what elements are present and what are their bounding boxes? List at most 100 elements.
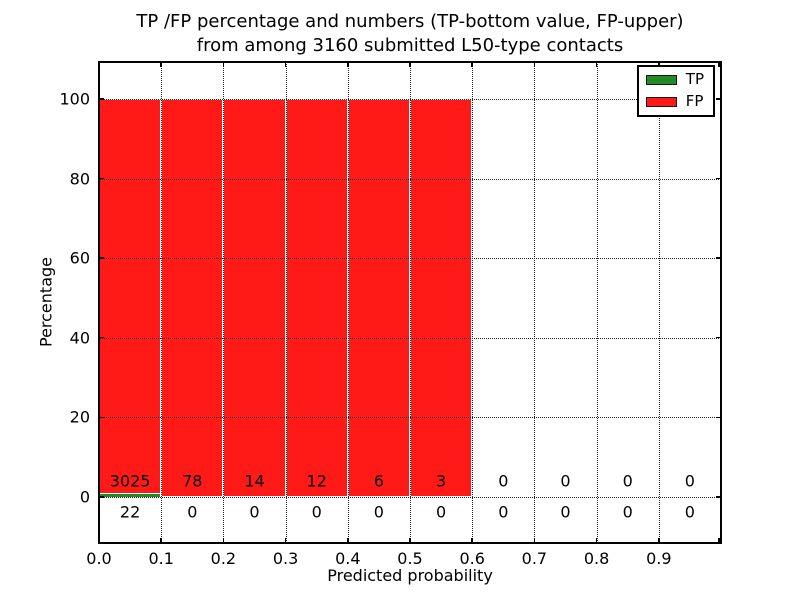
x-gridline [223,62,225,543]
y-tick-label: 60 [69,248,90,268]
tp-legend-label: TP [685,70,704,88]
x-gridline [658,62,660,543]
y-tick-mark [99,177,104,180]
fp-bar-segment [161,99,224,497]
fp-count-label: 3025 [109,471,151,491]
tp-count-label: 22 [119,502,141,522]
x-tick-mark-top [284,62,287,67]
y-tick-mark-right [716,336,721,339]
y-tick-mark [99,416,104,419]
x-tick-mark [98,538,100,543]
x-tick-mark-top [471,62,473,67]
y-gridline [99,258,721,260]
x-tick-mark [409,538,411,543]
x-tick-label: 0.9 [646,549,672,568]
x-tick-mark-top [409,62,411,67]
fp-legend-label: FP [685,92,704,110]
x-gridline [596,62,598,543]
tp-count-label: 0 [622,502,633,522]
fp-count-label: 0 [560,471,571,491]
x-tick-mark-top [595,62,598,67]
x-tick-mark-top [160,62,162,67]
y-tick-label: 0 [79,487,90,507]
x-tick-mark [284,538,287,543]
y-tick-mark-right [716,98,721,100]
x-tick-mark [718,538,720,543]
x-tick-label: 0.8 [583,549,610,568]
x-tick-label: 0.7 [521,549,548,568]
legend-entry-fp: FP [645,92,704,110]
y-tick-label: 80 [69,169,90,189]
tp-count-label: 0 [684,502,695,522]
y-tick-mark-right [716,257,721,259]
legend: TP FP [636,65,715,117]
x-tick-mark-top [658,62,660,67]
chart-title-line2: from among 3160 submitted L50-type conta… [196,35,624,56]
fp-count-label: 14 [244,471,265,491]
x-tick-mark-top [98,62,100,67]
fp-legend-swatch [645,96,677,107]
fp-count-label: 78 [182,471,203,491]
tp-count-label: 0 [560,502,571,522]
fp-bar-segment [223,99,286,497]
fp-bar-segment [347,99,410,497]
tp-count-label: 0 [249,502,260,522]
fp-bar-segment [99,99,162,494]
x-tick-label: 0.4 [335,549,361,568]
x-tick-mark [347,538,349,543]
x-gridline [410,62,411,543]
x-tick-mark-top [347,62,349,67]
fp-bar-segment [410,99,473,497]
y-tick-mark [99,98,104,100]
x-tick-mark [471,538,473,543]
fp-count-label: 12 [306,471,327,491]
legend-entry-tp: TP [645,70,704,88]
y-tick-mark [99,496,104,498]
x-gridline [472,62,474,543]
tp-legend-swatch [645,74,677,85]
fp-count-label: 0 [498,471,509,491]
x-tick-mark [222,538,225,543]
fp-count-label: 3 [436,471,447,491]
x-tick-label: 0.6 [459,549,485,568]
fp-count-label: 0 [622,471,633,491]
x-tick-label: 0.5 [397,549,423,568]
y-tick-mark-right [716,416,721,419]
y-gridline [99,178,721,180]
y-tick-label: 40 [69,328,90,348]
x-tick-mark [160,538,162,543]
x-tick-label: 0.0 [86,549,112,568]
x-tick-label: 0.3 [272,549,299,568]
y-tick-mark-right [716,177,721,180]
y-gridline [99,417,721,419]
x-tick-label: 0.1 [148,549,174,568]
x-gridline [347,62,349,543]
y-gridline [99,337,721,339]
y-gridline [99,496,721,498]
chart-title: TP /FP percentage and numbers (TP-bottom… [99,10,721,58]
y-tick-mark [99,257,104,259]
fp-count-label: 6 [373,471,384,491]
x-gridline [534,62,536,543]
chart-title-line1: TP /FP percentage and numbers (TP-bottom… [136,11,684,32]
x-tick-mark [658,538,660,543]
x-gridline [161,62,163,543]
x-tick-mark-top [718,62,720,67]
plot-area: TP FP 3025 22 78 0 14 0 12 0 6 0 3 0 0 0 0 0 0 0 0 0 [98,62,721,543]
tp-count-label: 0 [311,502,322,522]
tp-count-label: 0 [498,502,509,522]
tp-count-label: 0 [187,502,198,522]
x-tick-label: 0.2 [210,549,237,568]
x-tick-mark-top [533,62,536,67]
x-tick-mark [595,538,598,543]
y-tick-label: 20 [69,407,90,427]
tp-count-label: 0 [373,502,384,522]
y-tick-mark [99,336,104,339]
y-tick-label: 100 [59,89,90,109]
x-tick-mark [533,538,536,543]
x-axis-label: Predicted probability [327,566,493,585]
y-gridline [99,99,721,100]
fp-bar-segment [285,99,348,497]
y-tick-mark-right [716,496,721,498]
